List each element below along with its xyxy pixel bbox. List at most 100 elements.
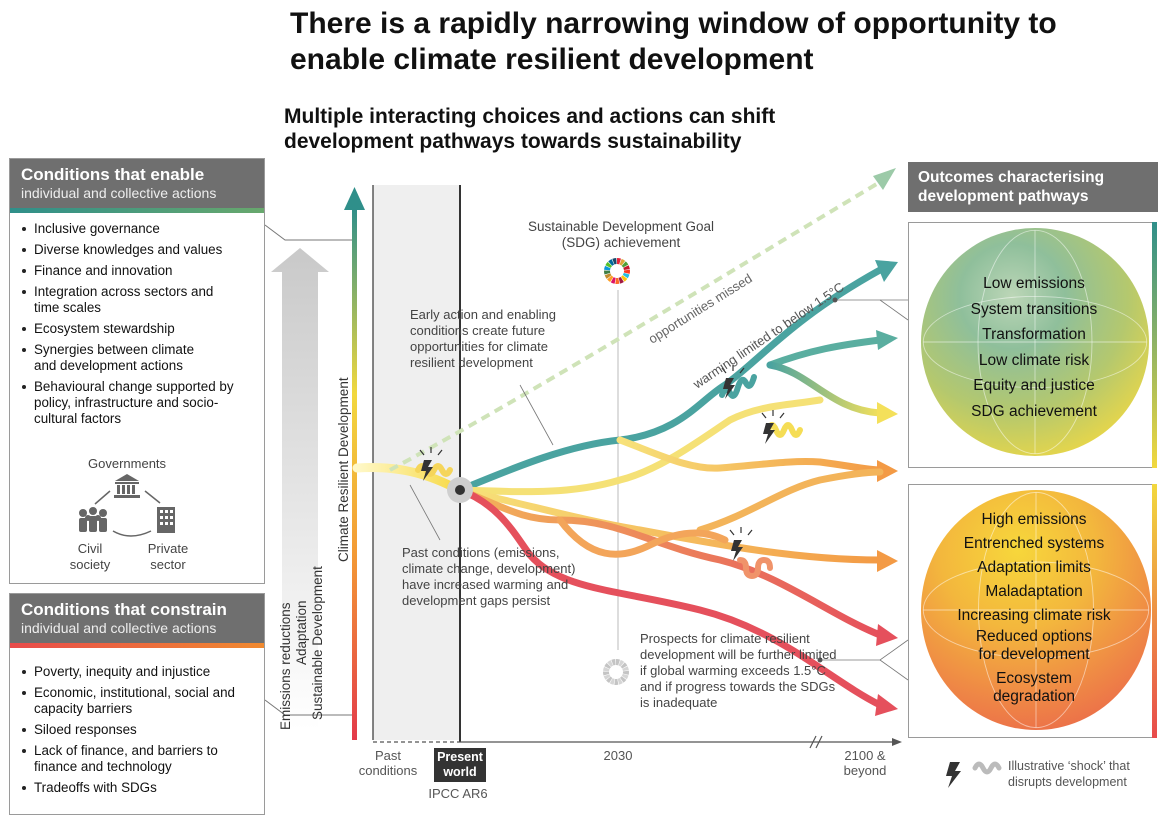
- wheel-segment: [610, 277, 616, 284]
- constrain-list: Poverty, inequity and injustice Economic…: [10, 648, 264, 796]
- list-item: Behavioural change supported by policy, …: [22, 379, 234, 426]
- list-item: Poverty, inequity and injustice: [22, 664, 258, 680]
- good-outcomes-sphere: [921, 228, 1149, 456]
- pathway-increasing-risk: [456, 486, 884, 639]
- emissions-reductions-label: Emissions reductions: [278, 602, 293, 730]
- early-action-label: Early action and enabling conditions cre…: [410, 307, 556, 370]
- wheel-segment: [603, 671, 610, 676]
- wheel-segment: [623, 265, 630, 270]
- bad-outcomes-sphere: [921, 490, 1151, 730]
- enable-subheading: individual and collective actions: [21, 185, 217, 201]
- wheel-segment: [604, 662, 611, 669]
- shock-rays: [419, 365, 785, 536]
- enable-conditions-panel: Conditions that enable individual and co…: [9, 158, 265, 584]
- year-2030-label: 2030: [603, 748, 633, 763]
- ipcc-ar6-label: IPCC AR6: [428, 786, 488, 801]
- sdg-wheel-icon: [604, 258, 630, 285]
- outcome-item: Maladaptation: [985, 583, 1083, 600]
- pathway-mixed: [616, 436, 884, 474]
- list-item: Lack of finance, and barriers to finance…: [22, 743, 234, 775]
- outcome-item: Low emissions: [983, 275, 1085, 292]
- wheel-segment: [618, 659, 625, 667]
- wheel-segment: [616, 659, 621, 666]
- good-color-bar: [1152, 222, 1157, 468]
- up-arrow-shape: [271, 248, 329, 730]
- governments-label: Governments: [88, 456, 167, 471]
- opportunities-missed-path: [389, 180, 882, 472]
- wheel-segment: [619, 258, 626, 266]
- wheel-segment: [607, 275, 614, 283]
- pathway-high-emissions: [456, 486, 884, 709]
- lightning-icon: [421, 460, 433, 481]
- shock-squiggle-3: [765, 422, 803, 438]
- wheel-segment: [621, 673, 629, 680]
- wheel-segment: [617, 677, 623, 685]
- lightning-icon: [946, 762, 961, 788]
- pathway-low-emissions: [456, 266, 884, 494]
- opportunities-missed-label: opportunities missed: [646, 271, 755, 347]
- cycle-arrows: [94, 490, 161, 537]
- wheel-segment: [604, 270, 611, 275]
- shock-squiggle-4: [737, 556, 773, 580]
- private-sector-label: Private sector: [147, 541, 189, 572]
- lightning-icon: [723, 378, 735, 399]
- enable-heading: Conditions that enable: [21, 165, 205, 184]
- list-item: Inclusive governance: [22, 221, 258, 237]
- constrain-subheading: individual and collective actions: [21, 620, 217, 636]
- past-conditions-band: [373, 185, 460, 740]
- wheel-segment: [621, 261, 629, 268]
- past-conditions-label: Past conditions (emissions, climate chan…: [402, 545, 576, 608]
- list-item: Siloed responses: [22, 722, 258, 738]
- outcome-item: Transformation: [982, 326, 1086, 343]
- gray-sdg-wheel-icon: [603, 659, 629, 686]
- constrain-color-bar: [10, 643, 264, 648]
- shock-legend-label: Illustrative ‘shock’ that disrupts devel…: [1008, 759, 1130, 789]
- wheel-segment: [621, 275, 628, 282]
- wheel-segment: [622, 666, 629, 671]
- wheel-segment: [612, 258, 617, 265]
- crd-axis-arrowhead: [344, 187, 365, 210]
- page-title: There is a rapidly narrowing window of o…: [290, 7, 1057, 76]
- wheel-segment: [603, 674, 611, 680]
- outcome-item: Entrenched systems: [963, 535, 1105, 552]
- sdg-label: Sustainable Development Goal (SDG) achie…: [527, 219, 715, 250]
- wheel-segment: [609, 678, 615, 685]
- list-item: Tradeoffs with SDGs: [22, 780, 258, 796]
- bad-color-bar: [1152, 484, 1157, 738]
- lightning-icons: [421, 378, 961, 788]
- list-item: Diverse knowledges and values: [22, 242, 258, 258]
- actors-diagram: [79, 474, 175, 537]
- outcome-item: Equity and justice: [973, 377, 1095, 394]
- wheel-segment: [611, 659, 616, 666]
- shock-squiggle-2: [719, 374, 757, 399]
- list-item: Finance and innovation: [22, 263, 258, 279]
- enable-color-bar: [10, 208, 264, 213]
- list-item: Ecosystem stewardship: [22, 321, 258, 337]
- wheel-segment: [604, 273, 612, 279]
- wheel-segment: [622, 670, 629, 675]
- constrain-conditions-panel: Conditions that constrain individual and…: [9, 593, 265, 815]
- constrain-header: Conditions that constrain individual and…: [10, 594, 264, 643]
- outcome-item: Increasing climate risk: [957, 607, 1111, 624]
- list-item: Integration across sectors and time scal…: [22, 284, 216, 316]
- list-item: Economic, institutional, social and capa…: [22, 685, 244, 717]
- enable-header: Conditions that enable individual and co…: [10, 159, 264, 208]
- outcomes-heading: Outcomes characterising development path…: [908, 162, 1158, 212]
- good-outcomes-list: Low emissions System transitions Transfo…: [934, 271, 1134, 424]
- sustainable-development-label: Sustainable Development: [310, 566, 325, 720]
- outcome-item: Ecosystem degradation: [993, 670, 1075, 705]
- wheel-segment: [620, 676, 627, 683]
- outcome-item: System transitions: [970, 300, 1098, 318]
- past-conditions-axis-label: Past conditions: [358, 748, 418, 778]
- wheel-segment: [603, 666, 610, 672]
- crd-axis-label: Climate Resilient Development: [336, 377, 351, 562]
- wheel-segment: [604, 265, 611, 271]
- lightning-icon: [731, 540, 743, 561]
- wheel-segment: [605, 261, 612, 268]
- diagram-subtitle: Multiple interacting choices and actions…: [284, 105, 776, 153]
- office-building-icon: [157, 507, 175, 533]
- enable-list: Inclusive governance Diverse knowledges …: [10, 213, 264, 427]
- year-2100-label: 2100 & beyond: [843, 748, 887, 778]
- wheel-segment: [617, 258, 622, 265]
